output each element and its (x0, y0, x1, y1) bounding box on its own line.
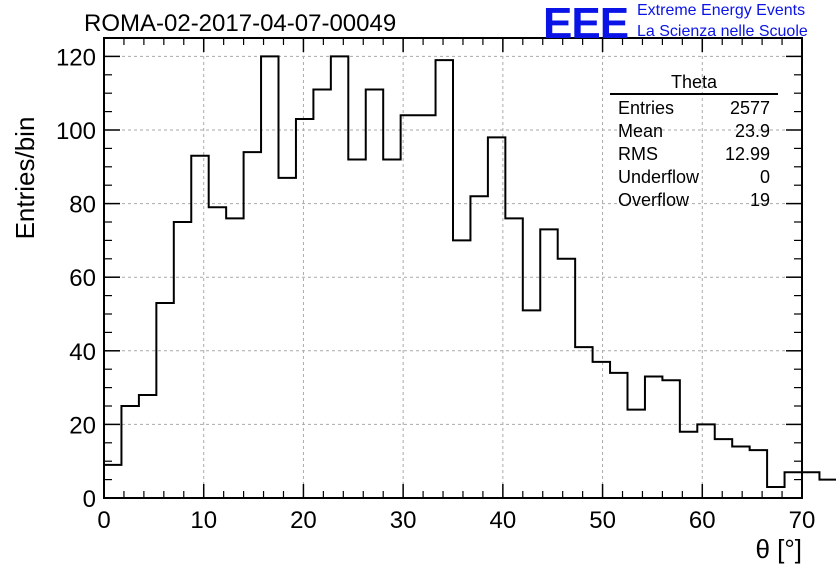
x-tick-label: 40 (490, 507, 517, 534)
x-tick-label: 70 (789, 507, 816, 534)
stats-value: 19 (749, 190, 770, 210)
x-tick-label: 10 (190, 507, 217, 534)
stats-row: Entries 2577 (610, 97, 778, 120)
stats-row: Overflow 19 (610, 189, 778, 212)
logo-text-line1: Extreme Energy Events (637, 2, 806, 19)
chart-title: ROMA-02-2017-04-07-00049 (84, 10, 397, 37)
stats-row: RMS 12.99 (610, 143, 778, 166)
plot-frame (103, 37, 803, 499)
stats-value: 2577 (729, 98, 770, 118)
stats-box: Theta Entries 2577 Mean 23.9 RMS 12.99 Unde… (610, 72, 778, 212)
y-tick-label: 40 (69, 339, 96, 366)
y-tick-label: 60 (69, 265, 96, 292)
stats-value: 23.9 (734, 121, 770, 141)
y-tick-label: 0 (83, 486, 96, 513)
x-axis-label: θ [°] (755, 534, 802, 564)
logo-text-line2: La Scienza nelle Scuole (637, 23, 808, 40)
stats-label: RMS (618, 144, 658, 164)
stats-label: Overflow (618, 190, 690, 210)
stats-row: Mean 23.9 (610, 120, 778, 143)
histogram-line (103, 55, 836, 498)
x-tick-label: 20 (290, 507, 317, 534)
x-tick-label: 30 (390, 507, 417, 534)
y-tick-label: 120 (56, 44, 96, 71)
stats-value: 0 (759, 167, 770, 187)
eee-logo: EEE (543, 0, 629, 48)
y-tick-label: 100 (56, 118, 96, 145)
stats-label: Underflow (618, 167, 700, 187)
y-axis-label: Entries/bin (10, 117, 40, 240)
x-tick-label: 50 (589, 507, 616, 534)
axis-ticks (103, 38, 803, 499)
stats-row: Underflow 0 (610, 166, 778, 189)
y-tick-label: 80 (69, 192, 96, 219)
x-tick-label: 0 (97, 507, 110, 534)
x-tick-label: 60 (689, 507, 716, 534)
tick-labels: 0 10 20 30 40 50 60 70 0 20 40 60 80 100 120 (56, 44, 815, 534)
stats-label: Mean (618, 121, 664, 141)
y-tick-label: 20 (69, 412, 96, 439)
stats-value: 12.99 (724, 144, 770, 164)
stats-title: Theta (610, 72, 778, 95)
stats-label: Entries (618, 98, 675, 118)
